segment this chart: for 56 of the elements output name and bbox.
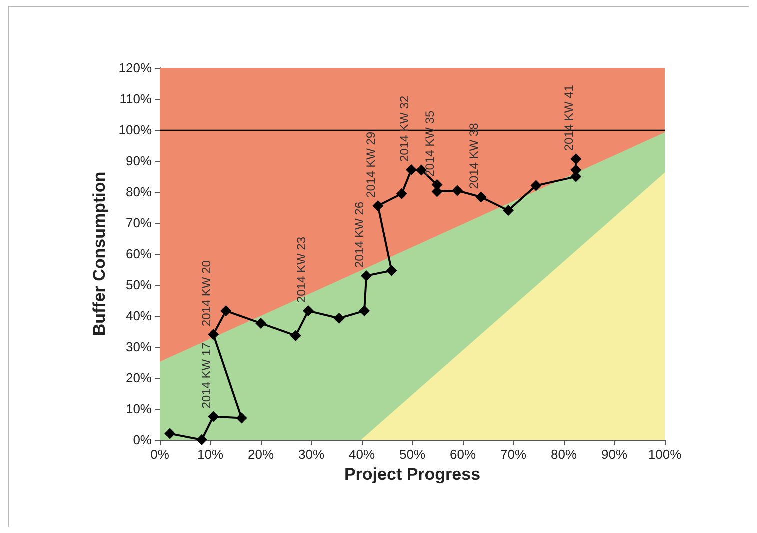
y-tick-label: 0%: [133, 432, 152, 448]
point: [570, 154, 582, 165]
point: [452, 185, 463, 196]
annotation: 2014 KW 23: [294, 236, 308, 304]
x-tick-label: 30%: [298, 447, 325, 462]
y-tick-label: 60%: [126, 246, 152, 262]
point: [208, 329, 220, 340]
x-tick-label: 0%: [150, 447, 170, 462]
annotation: 2014 KW 35: [423, 110, 438, 177]
point: [386, 265, 398, 276]
x-tick-label: 10%: [197, 447, 224, 462]
annotation: 2014 KW 17: [200, 342, 214, 409]
point: [372, 200, 384, 212]
point: [334, 312, 345, 324]
x-axis-title: Project Progress: [344, 465, 481, 484]
annotation: 2014 KW 29: [364, 132, 378, 198]
point: [208, 411, 220, 422]
y-tick-label: 80%: [126, 184, 152, 200]
point: [502, 205, 514, 216]
x-tick-label: 70%: [500, 447, 527, 462]
y-tick-label: 40%: [126, 308, 152, 324]
annotation: 2014 KW 32: [397, 96, 412, 162]
annotation: 2014 KW 20: [200, 260, 214, 327]
x-tick-label: 100%: [648, 447, 682, 462]
point: [476, 192, 487, 203]
y-tick-label: 70%: [126, 216, 152, 230]
y-tick-label: 100%: [118, 122, 152, 138]
annotation: 2014 KW 26: [352, 202, 367, 268]
y-tick-label: 120%: [118, 60, 152, 76]
point: [361, 270, 372, 282]
y-tick-label: 90%: [126, 154, 152, 168]
y-tick-label: 110%: [120, 92, 152, 106]
point: [290, 330, 302, 342]
y-tick-label: 20%: [126, 370, 152, 386]
point: [220, 306, 232, 317]
x-tick-label: 40%: [348, 447, 376, 462]
point: [164, 428, 176, 440]
y-tick-label: 10%: [126, 402, 152, 416]
point: [359, 306, 370, 317]
x-tick-label: 80%: [550, 447, 578, 462]
point: [236, 412, 248, 424]
y-axis-title: Buffer Consumption: [90, 172, 109, 336]
point: [406, 164, 417, 176]
x-tick-label: 20%: [248, 447, 274, 462]
x-tick-label: 60%: [450, 447, 476, 462]
point: [256, 318, 266, 329]
point: [530, 180, 542, 192]
point: [396, 188, 408, 200]
point: [302, 306, 314, 317]
y-tick-label: 30%: [126, 340, 152, 354]
annotation: 2014 KW 41: [562, 84, 576, 152]
x-tick-label: 50%: [399, 447, 426, 462]
x-tick-label: 90%: [601, 447, 628, 462]
annotation: 2014 KW 38: [467, 122, 482, 190]
y-tick-label: 50%: [126, 278, 152, 292]
point: [196, 434, 208, 446]
